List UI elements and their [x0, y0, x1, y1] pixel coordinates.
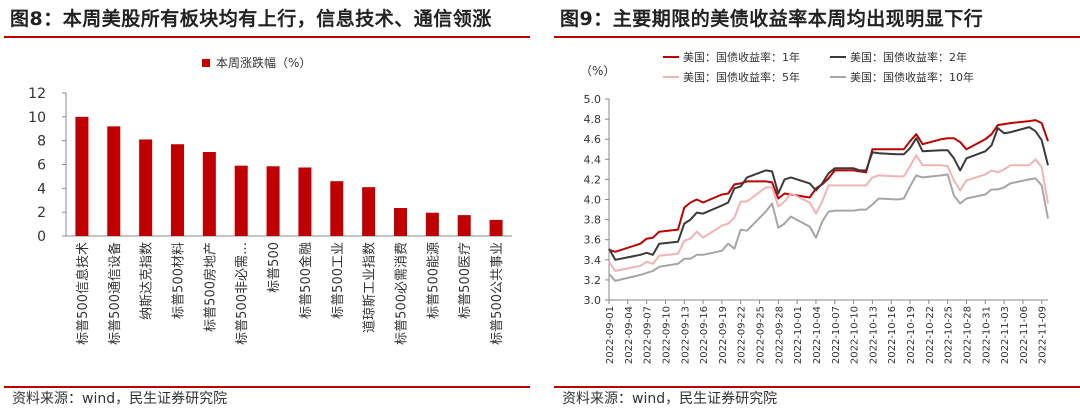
- y-tick-label: 10: [28, 110, 46, 126]
- figure-9-title: 图9：主要期限的美债收益率本周均出现明显下行: [560, 8, 984, 30]
- x-tick-label: 2022-09-13: [680, 306, 691, 364]
- series-line: [608, 126, 1049, 261]
- bar: [107, 126, 121, 236]
- title-rule: [4, 36, 530, 38]
- bar: [171, 144, 184, 236]
- y-tick-label: 3.0: [584, 294, 602, 307]
- x-tick-label: 标普500通信设备: [107, 242, 123, 345]
- bar: [457, 215, 471, 236]
- legend-label: 美国：国债收益率：1年: [683, 50, 800, 64]
- source-rule: [554, 386, 1080, 388]
- x-tick-label: 2022-10-10: [850, 306, 861, 364]
- y-tick-label: 4.4: [584, 153, 602, 166]
- x-tick-label: 2022-09-22: [737, 306, 748, 364]
- x-tick-label: 标普500材料: [172, 242, 187, 319]
- x-tick-label: 2022-09-04: [624, 306, 635, 364]
- series-line: [608, 119, 1049, 253]
- x-tick-label: 2022-10-16: [887, 306, 898, 364]
- legend-label: 美国：国债收益率：10年: [850, 70, 974, 84]
- y-tick-label: 4.2: [584, 173, 602, 186]
- x-tick-label: 2022-10-22: [925, 306, 936, 364]
- x-tick-label: 标普500必需消费: [395, 242, 410, 345]
- y-tick-label: 0: [37, 229, 46, 245]
- x-tick-label: 标普500房地产: [202, 242, 218, 332]
- x-tick-label: 2022-10-01: [793, 306, 804, 364]
- bar: [425, 212, 439, 236]
- x-tick-label: 标普500医疗: [458, 242, 473, 319]
- y-tick-label: 6: [37, 158, 46, 174]
- x-tick-label: 2022-09-19: [718, 306, 729, 364]
- figure-8-panel: 图8：本周美股所有板块均有上行，信息技术、通信领涨 本周涨跌幅（%） 0 2 4 6 8 1…: [0, 0, 530, 409]
- bar: [362, 187, 376, 236]
- x-tick-label: 标普500金融: [298, 242, 314, 319]
- legend-label: 美国：国债收益率：2年: [850, 50, 967, 64]
- y-tick-label: 4.0: [584, 194, 602, 207]
- bar: [266, 166, 280, 236]
- figure-8-title: 图8：本周美股所有板块均有上行，信息技术、通信领涨: [10, 8, 492, 30]
- x-tick-label: 道琼斯工业指数: [363, 242, 378, 333]
- figure-9-panel: 图9：主要期限的美债收益率本周均出现明显下行 （%） 美国：国债收益率：1年 美国：…: [550, 0, 1080, 409]
- x-tick-label: 标普500工业: [331, 242, 346, 319]
- x-tick-label: 标普500能源: [426, 242, 441, 319]
- series-line: [608, 154, 1049, 272]
- x-tick-label: 2022-10-19: [906, 306, 917, 364]
- x-tick-label: 2022-11-06: [1019, 306, 1030, 364]
- x-tick-label: 标普500信息技术: [75, 242, 91, 345]
- bar: [139, 139, 153, 236]
- bar: [202, 151, 216, 236]
- y-tick-label: 3.8: [584, 214, 602, 227]
- x-tick-label: 2022-10-31: [981, 306, 992, 364]
- y-tick-label: 3.6: [584, 234, 602, 247]
- y-tick-label: 8: [37, 134, 46, 150]
- y-tick-label: 2: [37, 205, 46, 221]
- x-tick-label: 2022-09-01: [605, 306, 616, 364]
- figure-8-source: 资料来源：wind，民生证券研究院: [12, 391, 228, 407]
- x-tick-label: 2022-10-13: [868, 306, 879, 364]
- x-tick-label: 2022-09-16: [699, 306, 710, 364]
- x-tick-label: 标普500公共事业: [490, 242, 505, 345]
- y-tick-label: 4: [37, 181, 46, 197]
- legend-label: 美国：国债收益率：5年: [683, 70, 800, 84]
- series-line: [608, 173, 1049, 282]
- bar-chart: 本周涨跌幅（%） 0 2 4 6 8 10 12 标普500信息技术 标普500通信设备 纳斯达克指…: [28, 55, 512, 345]
- x-tick-label: 标普500: [267, 242, 282, 293]
- y-axis-unit: （%）: [580, 64, 615, 78]
- source-rule: [4, 386, 530, 388]
- legend-swatch: [202, 59, 210, 67]
- x-tick-label: 标普500非必需…: [235, 242, 250, 345]
- y-tick-label: 4.8: [584, 113, 602, 126]
- y-tick-label: 4.6: [584, 133, 602, 146]
- figure-9-source: 资料来源：wind，民生证券研究院: [562, 391, 778, 407]
- bar: [394, 207, 407, 236]
- x-tick-label: 2022-11-03: [1000, 306, 1011, 364]
- bar: [234, 165, 248, 236]
- x-tick-label: 2022-10-25: [944, 306, 955, 364]
- x-tick-label: 2022-10-04: [812, 306, 823, 364]
- x-tick-label: 纳斯达克指数: [140, 242, 155, 320]
- x-tick-label: 2022-11-09: [1038, 306, 1049, 364]
- x-tick-label: 2022-09-25: [756, 306, 767, 364]
- bar: [330, 181, 344, 236]
- y-tick-label: 3.2: [584, 274, 602, 287]
- bar: [75, 116, 89, 236]
- y-tick-label: 12: [28, 86, 46, 102]
- y-tick-label: 3.4: [584, 254, 602, 267]
- x-tick-label: 2022-09-07: [643, 306, 654, 364]
- bar: [298, 167, 312, 236]
- y-tick-label: 5.0: [584, 93, 602, 106]
- x-tick-label: 2022-10-07: [831, 306, 842, 364]
- x-tick-label: 2022-09-10: [661, 306, 672, 364]
- legend-label: 本周涨跌幅（%）: [216, 55, 311, 70]
- bar: [489, 219, 503, 236]
- title-rule: [554, 36, 1080, 38]
- x-tick-label: 2022-09-28: [774, 306, 785, 364]
- x-tick-label: 2022-10-28: [962, 306, 973, 364]
